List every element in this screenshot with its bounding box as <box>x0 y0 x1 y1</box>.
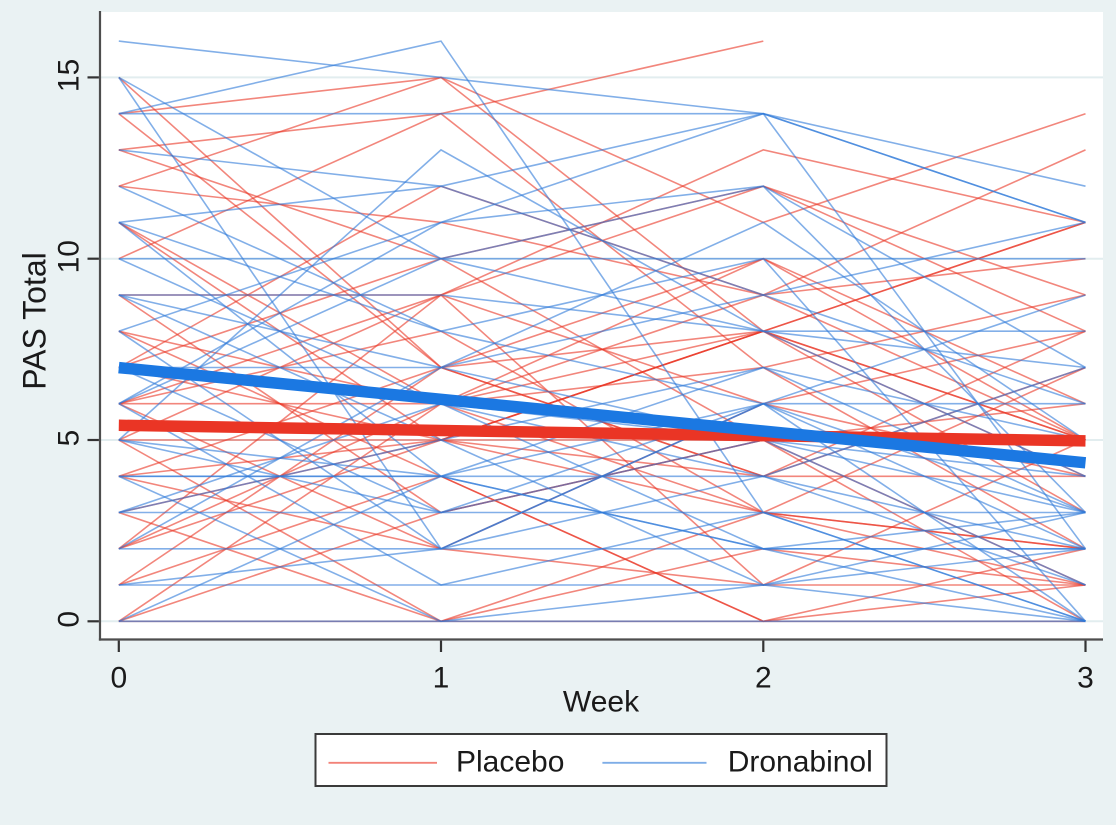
svg-text:Week: Week <box>563 686 640 719</box>
svg-text:2: 2 <box>755 662 772 695</box>
svg-text:10: 10 <box>53 240 86 273</box>
svg-text:Dronabinol: Dronabinol <box>728 745 873 778</box>
svg-text:5: 5 <box>53 430 86 447</box>
svg-text:1: 1 <box>433 662 450 695</box>
svg-text:0: 0 <box>110 662 127 695</box>
svg-text:Placebo: Placebo <box>456 745 564 778</box>
svg-text:0: 0 <box>53 611 86 628</box>
svg-text:15: 15 <box>53 59 86 92</box>
svg-text:3: 3 <box>1077 662 1094 695</box>
svg-text:PAS Total: PAS Total <box>17 252 53 390</box>
